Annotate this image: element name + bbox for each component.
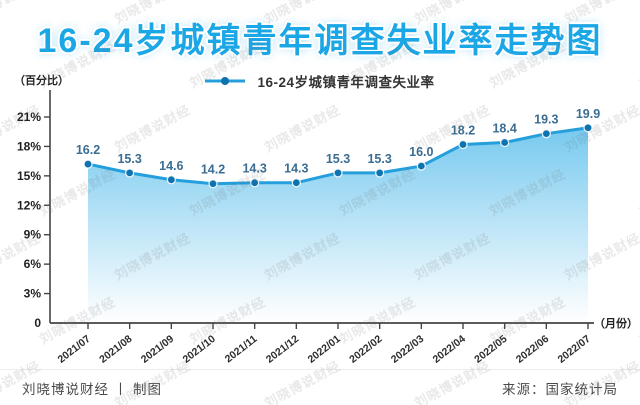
x-tick-label: 2022/03 [389, 333, 426, 366]
x-tick-label: 2021/08 [97, 333, 134, 366]
data-label: 18.2 [451, 123, 475, 137]
data-point [583, 123, 593, 133]
page-title: 16-24岁城镇青年调查失业率走势图 [37, 22, 603, 60]
area-fill [88, 127, 588, 324]
x-tick-label: 2022/04 [431, 333, 468, 366]
x-tick-label: 2021/11 [223, 333, 260, 366]
data-label: 19.9 [576, 107, 600, 121]
y-tick-label: 18% [17, 139, 41, 153]
data-point [416, 161, 426, 171]
y-tick-label: 21% [17, 110, 41, 124]
y-tick-label: 9% [24, 228, 42, 242]
footer-credit: 刘晓博说财经 丨 制图 [22, 381, 163, 397]
data-label: 18.4 [492, 122, 516, 136]
data-label: 14.2 [201, 163, 225, 177]
data-label: 15.3 [326, 152, 350, 166]
x-tick-label: 2021/10 [181, 333, 218, 366]
x-tick-label: 2022/02 [347, 333, 384, 366]
y-tick-label: 6% [24, 257, 42, 271]
x-tick-label: 2021/07 [56, 333, 93, 366]
data-label: 14.3 [242, 162, 266, 176]
legend: 16-24岁城镇青年调查失业率 [0, 71, 640, 91]
data-point [458, 139, 468, 150]
data-point [208, 179, 218, 189]
legend-label: 16-24岁城镇青年调查失业率 [257, 75, 435, 90]
y-tick-label: 12% [17, 198, 41, 212]
data-point [83, 159, 93, 169]
y-tick-label: 3% [24, 287, 42, 301]
x-tick-label: 2022/01 [306, 333, 343, 366]
data-point [375, 168, 385, 178]
x-axis-title: （月份） [594, 318, 638, 330]
data-point [500, 137, 510, 148]
x-tick-label: 2022/06 [514, 333, 551, 366]
x-tick-label: 2022/07 [556, 333, 593, 366]
y-axis-title: （百分比） [14, 75, 69, 87]
y-origin-label: 0 [34, 316, 41, 330]
data-label: 14.3 [284, 162, 308, 176]
x-tick-label: 2021/09 [139, 333, 176, 366]
data-label: 16.0 [409, 145, 433, 159]
x-tick-label: 2021/12 [264, 333, 301, 366]
data-label: 16.2 [76, 143, 100, 157]
x-tick-label: 2022/05 [472, 333, 509, 366]
data-point [541, 129, 551, 139]
data-point [125, 168, 135, 178]
data-point [250, 178, 260, 188]
data-label: 15.3 [367, 152, 391, 166]
data-label: 14.6 [159, 159, 183, 173]
y-tick-label: 15% [17, 169, 41, 183]
footer-source: 来源：国家统计局 [502, 381, 618, 397]
data-label: 19.3 [534, 113, 558, 127]
legend-line-marker-icon [205, 77, 246, 85]
data-point [291, 178, 301, 188]
data-label: 15.3 [117, 152, 141, 166]
footer: 刘晓博说财经 丨 制图 来源：国家统计局 [0, 369, 640, 405]
data-point [166, 175, 176, 185]
data-point [333, 168, 343, 178]
